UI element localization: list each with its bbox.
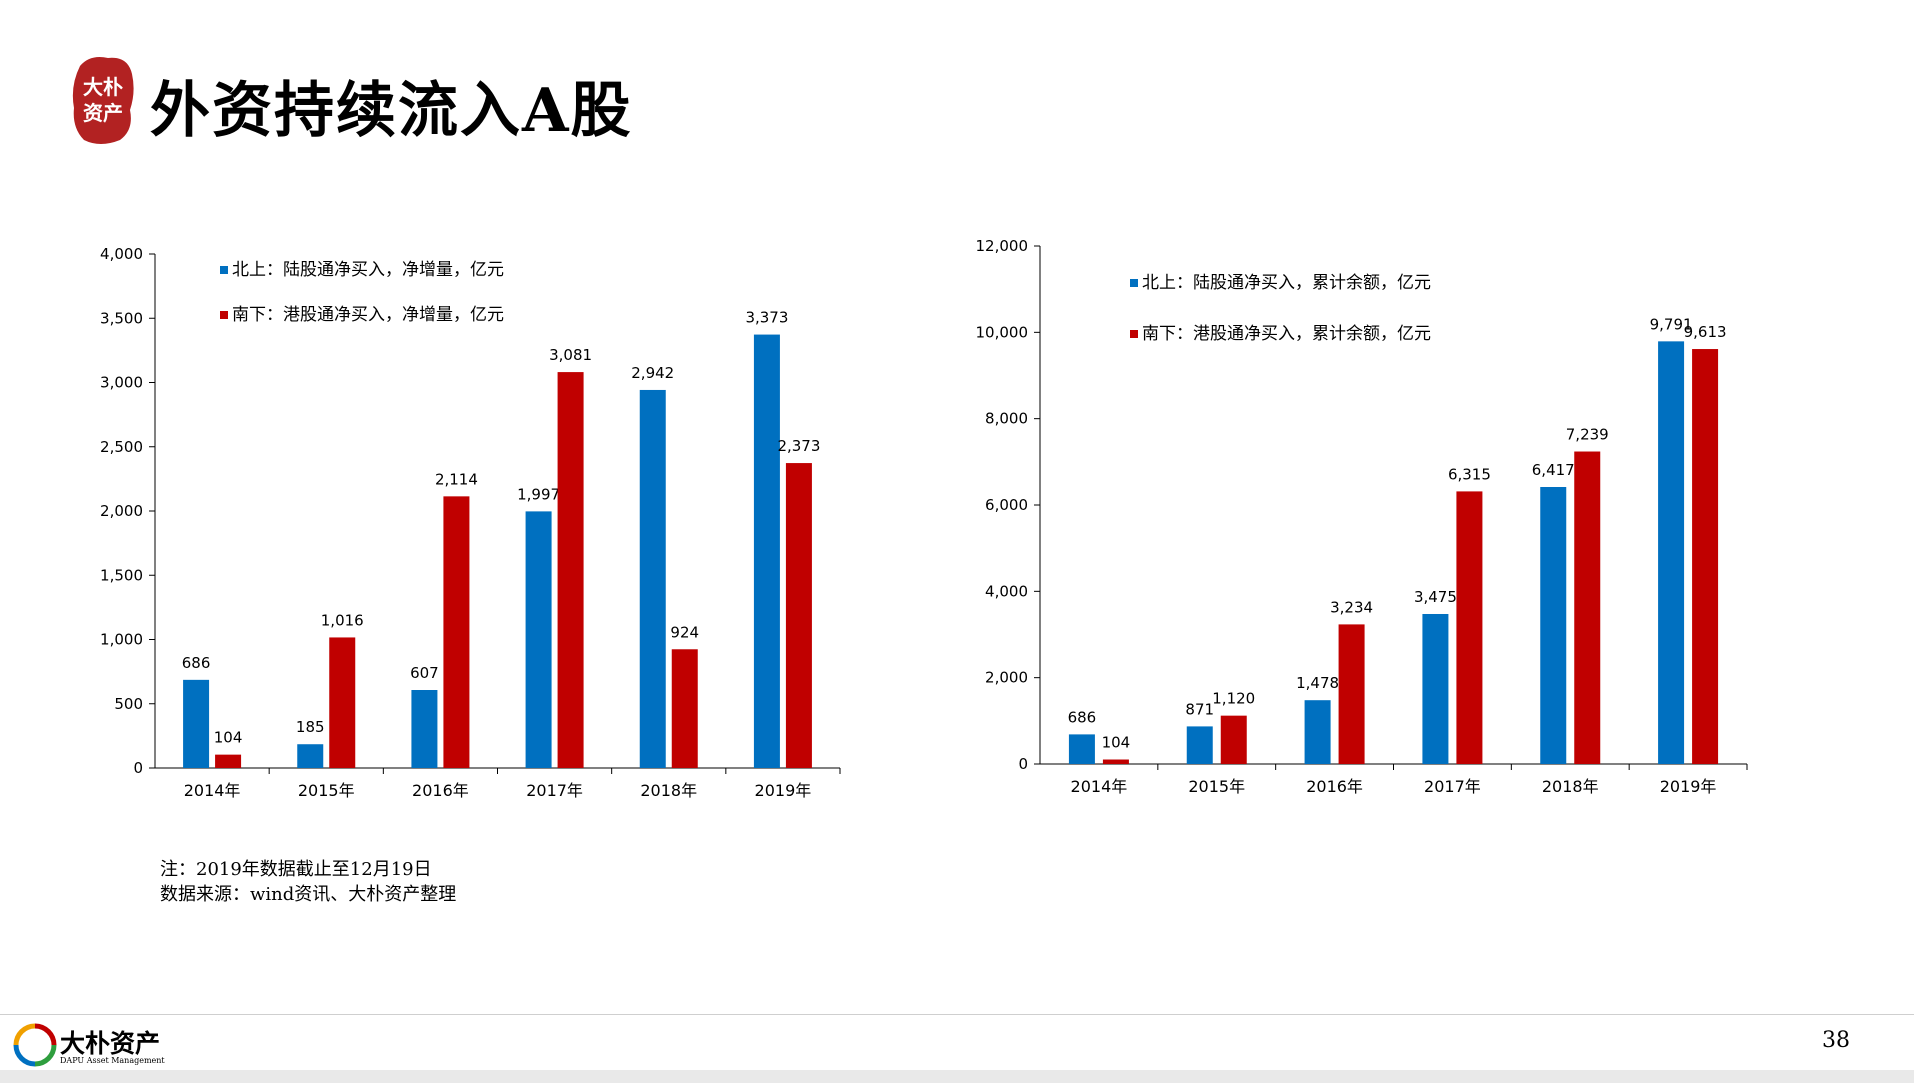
- bar-south: [671, 649, 698, 768]
- y-tick-label: 0: [1018, 755, 1028, 773]
- data-label: 1,478: [1296, 674, 1339, 692]
- legend-swatch: [220, 266, 228, 274]
- legend-label: 北上：陆股通净买入，净增量，亿元: [232, 260, 504, 280]
- bar-north: [297, 744, 324, 768]
- bar-north: [1068, 734, 1095, 764]
- bar-south: [1574, 451, 1601, 764]
- data-label: 686: [182, 654, 211, 672]
- bar-north: [1658, 341, 1685, 764]
- data-label: 1,120: [1212, 690, 1255, 708]
- bar-north: [525, 511, 552, 768]
- legend-label: 北上：陆股通净买入，累计余额，亿元: [1142, 273, 1431, 293]
- bar-south: [215, 754, 242, 768]
- data-label: 2,114: [435, 470, 478, 488]
- svg-text:大朴: 大朴: [83, 75, 123, 99]
- bar-south: [785, 463, 812, 768]
- y-tick-label: 3,000: [100, 374, 143, 392]
- y-tick-label: 2,500: [100, 438, 143, 456]
- x-category-label: 2014年: [184, 781, 241, 800]
- x-category-label: 2015年: [298, 781, 355, 800]
- x-category-label: 2019年: [1660, 777, 1717, 796]
- x-category-label: 2017年: [526, 781, 583, 800]
- bar-north: [753, 334, 780, 768]
- data-label: 185: [296, 718, 325, 736]
- bar-north: [1186, 726, 1213, 764]
- data-label: 9,791: [1650, 315, 1693, 333]
- source-line: 数据来源：wind资讯、大朴资产整理: [160, 884, 457, 905]
- data-label: 3,475: [1414, 588, 1457, 606]
- y-tick-label: 1,500: [100, 566, 143, 584]
- data-label: 104: [214, 729, 243, 747]
- note-line: 注：2019年数据截止至12月19日: [160, 859, 432, 880]
- data-label: 2,373: [777, 437, 820, 455]
- brand-seal-logo: 大朴 资产: [72, 57, 134, 144]
- data-label: 104: [1102, 734, 1131, 752]
- footer-brand: 大朴资产: [60, 1029, 161, 1058]
- data-label: 924: [670, 623, 699, 641]
- bar-north: [183, 679, 210, 768]
- y-tick-label: 1,000: [100, 631, 143, 649]
- legend-label: 南下：港股通净买入，净增量，亿元: [232, 305, 504, 325]
- data-label: 6,315: [1448, 465, 1491, 483]
- data-label: 1,016: [321, 611, 364, 629]
- bar-north: [1304, 700, 1331, 764]
- data-label: 1,997: [517, 485, 560, 503]
- data-label: 3,234: [1330, 598, 1373, 616]
- footer-divider: [0, 1014, 1914, 1015]
- y-tick-label: 0: [133, 759, 143, 777]
- page-number: 38: [1822, 1028, 1850, 1053]
- legend-swatch: [220, 311, 228, 319]
- y-tick-label: 6,000: [985, 496, 1028, 514]
- svg-text:资产: 资产: [83, 101, 123, 125]
- x-category-label: 2015年: [1188, 777, 1245, 796]
- y-tick-label: 12,000: [976, 237, 1029, 255]
- y-tick-label: 500: [114, 695, 143, 713]
- bar-north: [1422, 613, 1449, 764]
- y-tick-label: 10,000: [976, 323, 1029, 341]
- footer-brand-subtitle: DAPU Asset Management: [60, 1056, 165, 1065]
- y-tick-label: 4,000: [985, 582, 1028, 600]
- legend-swatch: [1130, 330, 1138, 338]
- bar-south: [1692, 349, 1719, 764]
- data-label: 3,081: [549, 346, 592, 364]
- x-category-label: 2018年: [640, 781, 697, 800]
- y-tick-label: 3,500: [100, 309, 143, 327]
- data-label: 871: [1185, 700, 1214, 718]
- bar-south: [1220, 715, 1247, 764]
- data-label: 7,239: [1566, 426, 1609, 444]
- x-category-label: 2017年: [1424, 777, 1481, 796]
- data-label: 9,613: [1684, 323, 1727, 341]
- bar-north: [1540, 486, 1567, 764]
- bar-south: [443, 496, 470, 768]
- data-label: 3,373: [745, 309, 788, 327]
- bar-north: [411, 690, 438, 768]
- footer-bar: [0, 1070, 1914, 1083]
- data-label: 686: [1068, 708, 1097, 726]
- x-category-label: 2014年: [1071, 777, 1128, 796]
- x-category-label: 2019年: [755, 781, 812, 800]
- bar-south: [557, 372, 584, 768]
- bar-south: [1102, 759, 1129, 764]
- bar-south: [329, 637, 356, 768]
- x-category-label: 2016年: [412, 781, 469, 800]
- y-tick-label: 2,000: [100, 502, 143, 520]
- bar-south: [1338, 624, 1365, 764]
- x-category-label: 2016年: [1306, 777, 1363, 796]
- bar-north: [639, 389, 666, 768]
- y-tick-label: 4,000: [100, 245, 143, 263]
- data-label: 2,942: [631, 364, 674, 382]
- page-title: 外资持续流入A股: [150, 76, 633, 146]
- y-tick-label: 2,000: [985, 669, 1028, 687]
- y-tick-label: 8,000: [985, 410, 1028, 428]
- footer-logo-icon: [13, 1023, 57, 1067]
- data-label: 6,417: [1532, 461, 1575, 479]
- legend-label: 南下：港股通净买入，累计余额，亿元: [1142, 324, 1431, 344]
- data-label: 607: [410, 664, 439, 682]
- bar-south: [1456, 491, 1483, 764]
- legend-swatch: [1130, 279, 1138, 287]
- x-category-label: 2018年: [1542, 777, 1599, 796]
